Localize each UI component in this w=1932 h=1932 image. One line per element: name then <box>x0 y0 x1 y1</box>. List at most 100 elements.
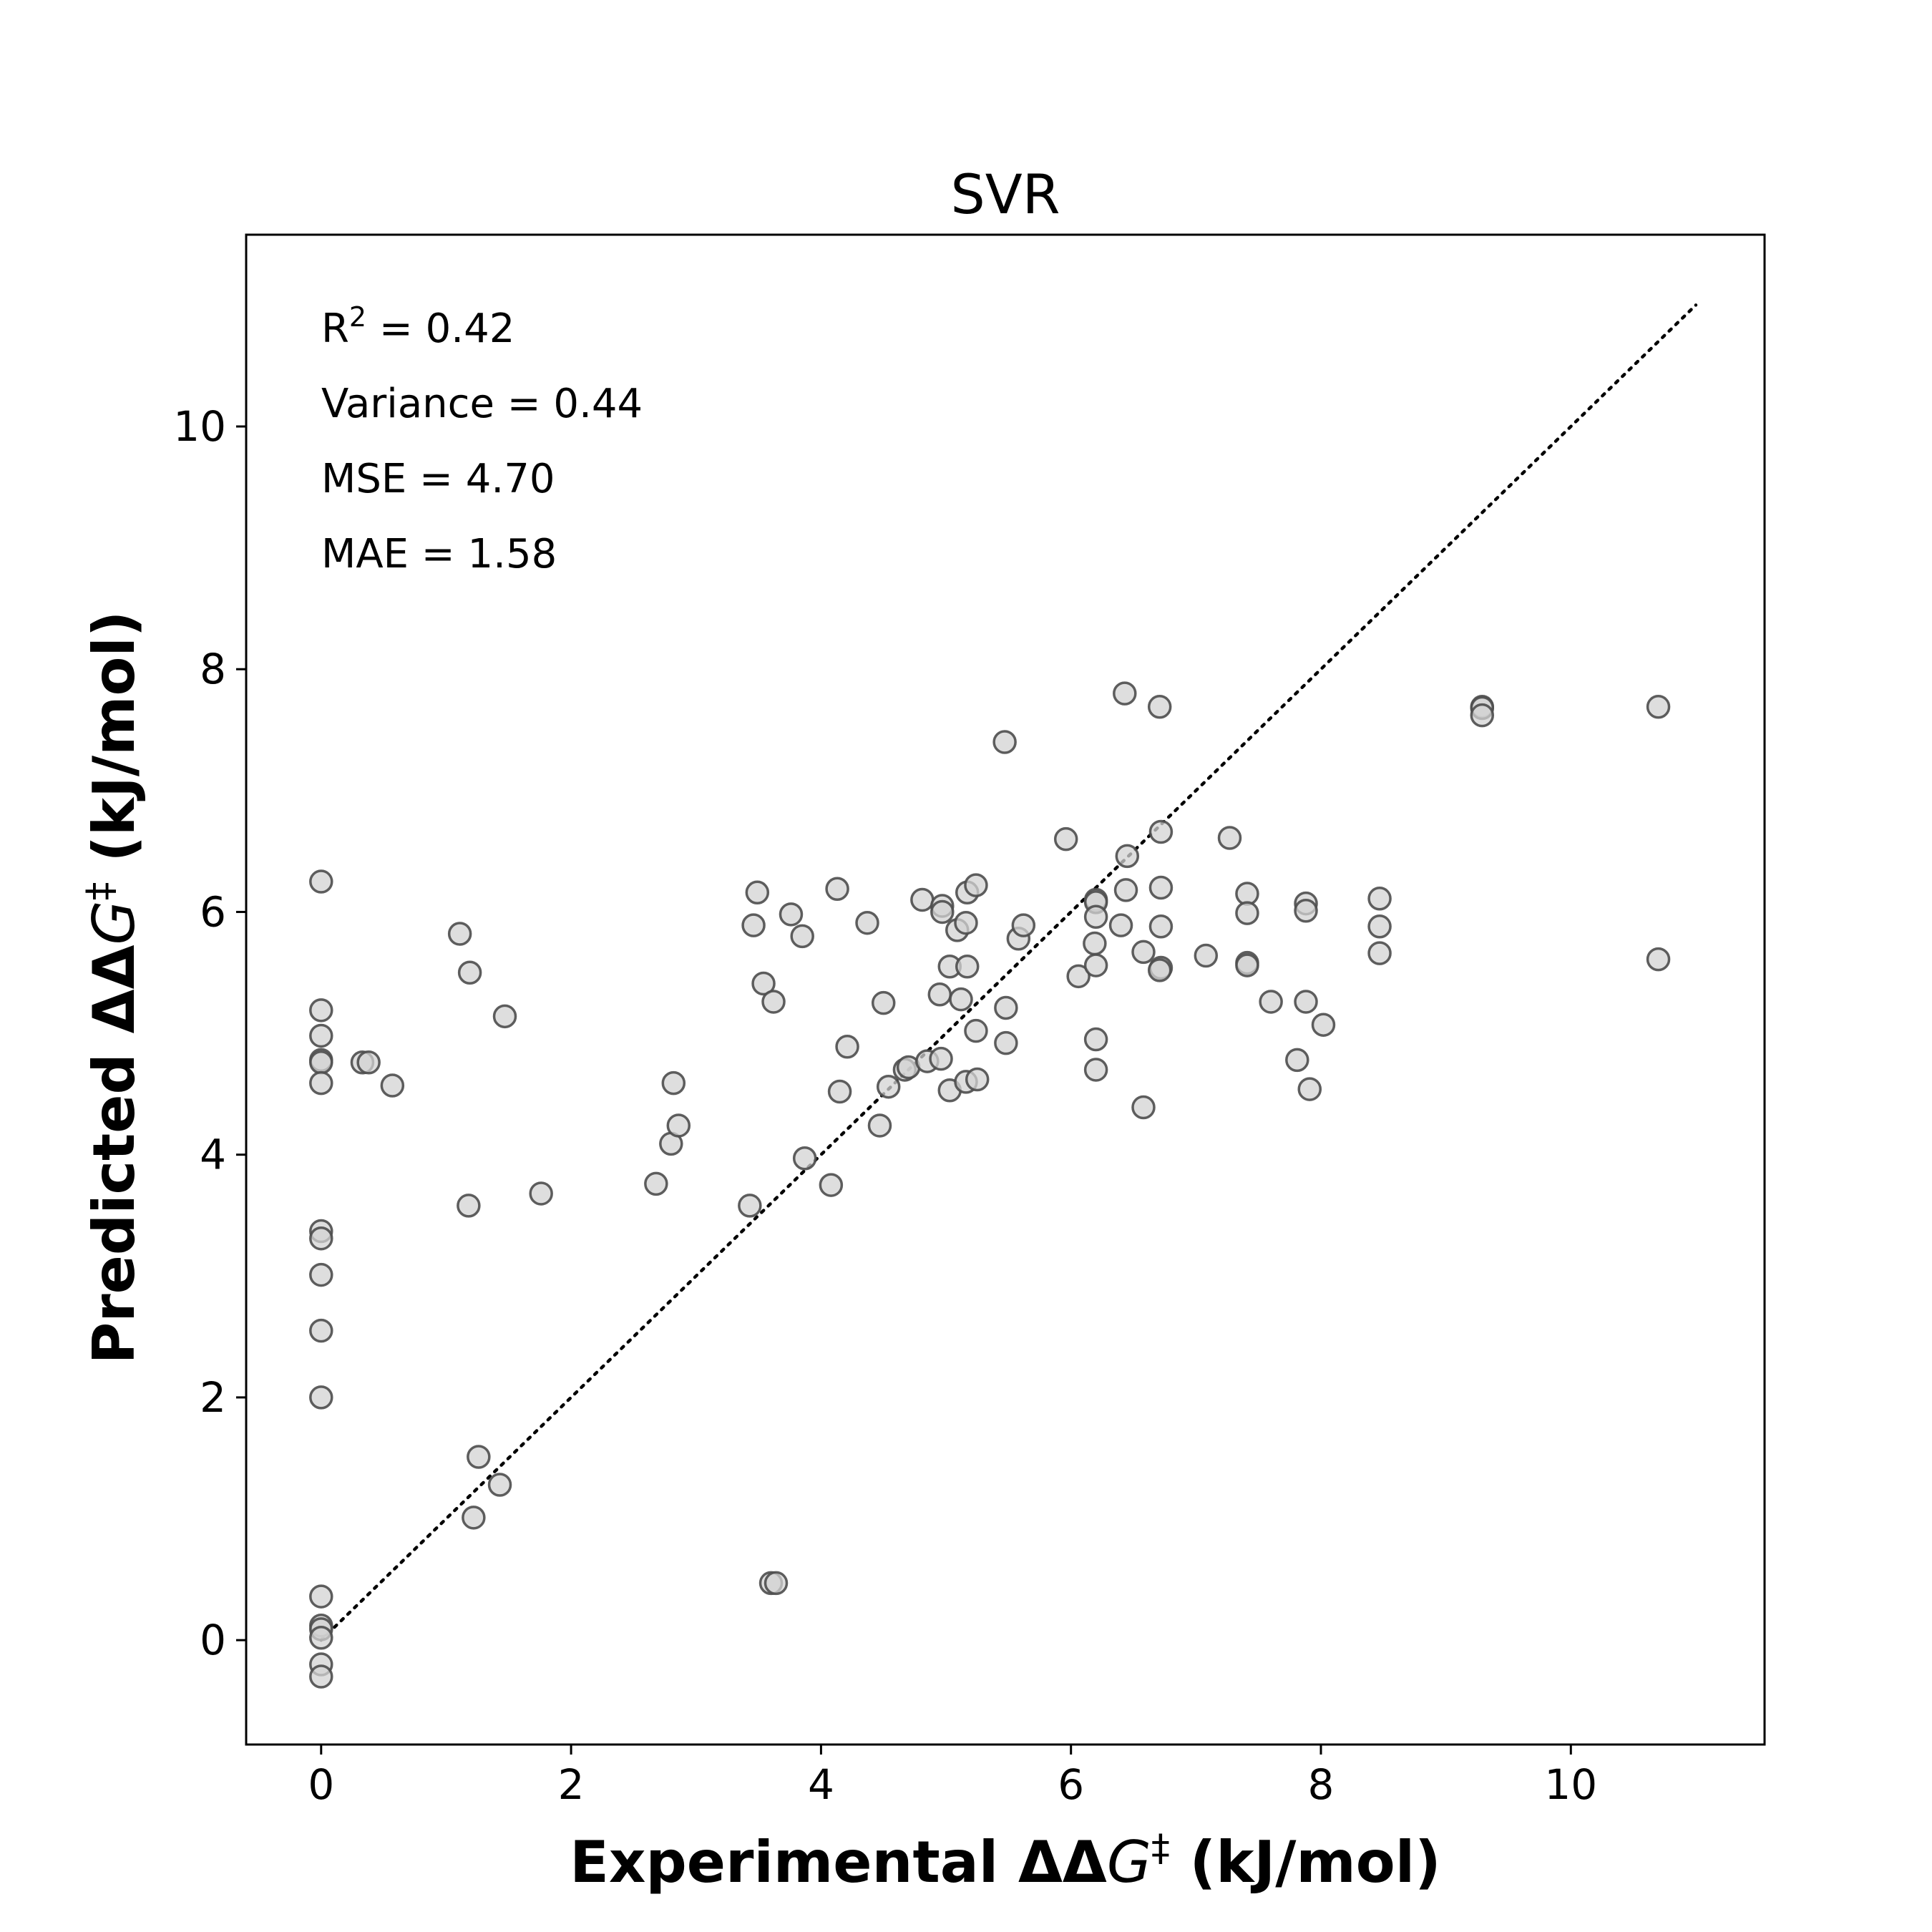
y-tick-label: 4 <box>200 1131 226 1179</box>
y-tick-label: 8 <box>200 645 226 693</box>
data-point <box>763 1571 789 1596</box>
y-axis-label-suffix: (kJ/mol) <box>81 611 147 882</box>
data-point <box>1148 819 1174 844</box>
y-axis-label-symbol: G <box>81 901 147 945</box>
x-tick-label: 2 <box>558 1760 585 1809</box>
data-point <box>1083 931 1107 956</box>
data-point <box>309 1664 333 1689</box>
data-point <box>1083 1058 1108 1082</box>
data-point <box>1148 875 1174 900</box>
data-point <box>309 869 333 894</box>
data-point <box>1367 941 1392 965</box>
identity-line-path <box>319 303 1698 1642</box>
data-point <box>779 902 804 927</box>
metric-annotation: R2 = 0.42 <box>321 301 514 352</box>
x-axis-label-suffix: (kJ/mol) <box>1170 1829 1441 1896</box>
data-point <box>309 1226 333 1251</box>
data-point <box>1113 878 1138 902</box>
metric-annotation: Variance = 0.44 <box>321 381 643 427</box>
data-point <box>1285 1048 1309 1073</box>
data-point <box>965 1067 990 1092</box>
metric-value: MAE = 1.58 <box>321 531 557 577</box>
data-points <box>309 681 1671 1689</box>
data-point <box>790 924 814 949</box>
metric-value: MSE = 4.70 <box>321 456 555 502</box>
data-point <box>835 1034 859 1059</box>
metric-annotation: MSE = 4.70 <box>321 456 555 502</box>
data-point <box>1066 964 1091 989</box>
x-tick-label: 10 <box>1544 1760 1597 1809</box>
y-tick-label: 2 <box>200 1373 226 1422</box>
data-point <box>949 987 973 1012</box>
data-point <box>827 1079 852 1104</box>
data-point <box>867 1113 892 1138</box>
data-point <box>992 730 1017 754</box>
data-point <box>309 1050 333 1075</box>
data-point <box>1217 826 1242 850</box>
data-point <box>751 971 776 996</box>
data-point <box>309 1625 333 1650</box>
data-point <box>994 1030 1018 1055</box>
x-axis-ticks: 0 2 4 6 8 10 <box>308 1745 1597 1809</box>
data-point <box>955 955 980 979</box>
data-point <box>1259 990 1283 1014</box>
data-point <box>309 1318 333 1343</box>
data-point <box>1053 826 1078 852</box>
data-point <box>1147 695 1172 719</box>
metrics-annotations: R2 = 0.42 Variance = 0.44 MSE = 4.70 MAE = … <box>321 301 643 577</box>
data-point <box>745 880 770 905</box>
data-point <box>309 1584 333 1609</box>
x-axis-label-prefix: Experimental ΔΔ <box>570 1829 1107 1896</box>
data-point <box>661 1070 686 1096</box>
x-tick-label: 4 <box>808 1760 834 1809</box>
data-point <box>1131 1095 1156 1120</box>
data-point <box>1235 953 1259 977</box>
data-point <box>1367 914 1392 939</box>
data-point <box>929 1046 953 1071</box>
y-axis-label-sup: ‡ <box>79 882 122 901</box>
data-point <box>994 995 1018 1020</box>
data-point <box>309 998 333 1023</box>
data-point <box>871 990 896 1015</box>
y-axis-label: Predicted ΔΔG‡ (kJ/mol) <box>79 611 147 1365</box>
data-point <box>1194 943 1219 968</box>
data-point <box>1646 695 1671 719</box>
data-point <box>457 960 482 985</box>
plot-area-frame <box>245 233 1766 1746</box>
data-point <box>964 873 988 897</box>
identity-line <box>319 303 1698 1642</box>
data-point <box>954 910 978 935</box>
data-point <box>792 1146 817 1171</box>
data-point <box>467 1445 491 1469</box>
data-point <box>1311 1013 1336 1037</box>
data-point <box>964 1018 988 1043</box>
data-point <box>876 1074 901 1099</box>
y-tick-label: 10 <box>173 402 226 451</box>
data-point <box>356 1050 381 1075</box>
data-point <box>1297 1077 1322 1101</box>
y-axis-ticks: 0 2 4 6 8 10 <box>173 402 246 1664</box>
metric-superscript: 2 <box>349 301 366 333</box>
data-point <box>825 877 849 901</box>
data-point <box>930 899 955 924</box>
data-point <box>1083 1027 1108 1052</box>
data-point <box>309 1385 333 1410</box>
data-point <box>927 982 952 1007</box>
y-tick-label: 0 <box>200 1616 226 1664</box>
x-axis-label-symbol: G <box>1107 1829 1151 1896</box>
data-point <box>487 1473 512 1497</box>
data-point <box>447 922 472 946</box>
x-tick-label: 6 <box>1058 1760 1084 1809</box>
data-point <box>1011 913 1036 937</box>
data-point <box>1113 681 1137 706</box>
data-point <box>910 887 935 912</box>
data-point <box>529 1181 553 1206</box>
data-point <box>666 1113 691 1138</box>
data-point <box>1646 947 1671 972</box>
data-point <box>309 1070 333 1096</box>
chart-title: SVR <box>950 162 1060 226</box>
data-point <box>1115 844 1140 869</box>
x-tick-label: 8 <box>1308 1760 1335 1809</box>
metric-annotation: MAE = 1.58 <box>321 531 557 577</box>
